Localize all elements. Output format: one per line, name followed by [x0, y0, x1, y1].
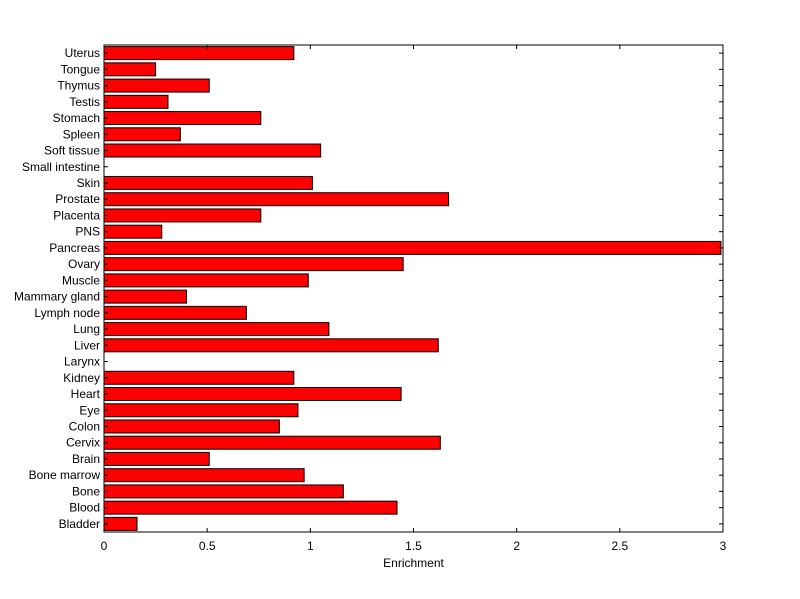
bar-bone	[103, 484, 344, 499]
bar-heart	[103, 387, 402, 402]
y-tick-label-placenta: Placenta	[53, 208, 100, 222]
bar-lung	[103, 322, 330, 337]
y-tick-label-ovary: Ovary	[68, 257, 100, 271]
bar-stomach	[103, 111, 262, 126]
bar-spleen	[103, 127, 181, 142]
y-tick-label-liver: Liver	[74, 338, 100, 352]
y-tick-label-cervix: Cervix	[66, 436, 100, 450]
bar-lymph-node	[103, 305, 247, 320]
bar-brain	[103, 451, 210, 466]
x-tick-label-1-5: 1.5	[405, 539, 422, 553]
x-tick-label-0-5: 0.5	[199, 539, 216, 553]
plot-area-frame	[103, 44, 724, 533]
y-tick-label-brain: Brain	[72, 452, 100, 466]
bar-testis	[103, 94, 169, 109]
y-tick-label-eye: Eye	[79, 403, 100, 417]
bar-colon	[103, 419, 280, 434]
y-tick-label-uterus: Uterus	[65, 46, 100, 60]
bar-ovary	[103, 257, 404, 272]
bar-blood	[103, 500, 398, 515]
x-ticks-group: 0 0.5 1 1.5 2 2.5 3	[101, 45, 727, 553]
y-tick-label-stomach: Stomach	[53, 111, 100, 125]
bar-skin	[103, 175, 313, 190]
bar-mammary-gland	[103, 289, 188, 304]
bar-tongue	[103, 62, 157, 77]
bar-liver	[103, 338, 439, 353]
y-tick-label-colon: Colon	[69, 419, 100, 433]
y-tick-label-larynx: Larynx	[64, 355, 100, 369]
bar-pns	[103, 224, 163, 239]
bar-placenta	[103, 208, 262, 223]
y-tick-label-small-intestine: Small intestine	[22, 160, 100, 174]
bar-muscle	[103, 273, 309, 288]
y-tick-label-lung: Lung	[73, 322, 100, 336]
x-tick-label-2: 2	[513, 539, 520, 553]
bar-bone-marrow	[103, 468, 305, 483]
y-tick-label-testis: Testis	[69, 95, 100, 109]
y-tick-label-bladder: Bladder	[59, 517, 100, 531]
y-tick-label-muscle: Muscle	[62, 273, 100, 287]
x-axis-label: Enrichment	[383, 556, 444, 570]
y-tick-label-spleen: Spleen	[63, 127, 100, 141]
x-tick-label-2-5: 2.5	[611, 539, 628, 553]
y-tick-label-lymph-node: Lymph node	[34, 306, 100, 320]
bar-kidney	[103, 370, 295, 385]
y-tick-label-tongue: Tongue	[61, 62, 101, 76]
y-tick-label-soft-tissue: Soft tissue	[44, 144, 100, 158]
y-tick-label-skin: Skin	[77, 176, 100, 190]
y-tick-label-prostate: Prostate	[55, 192, 100, 206]
bar-pancreas	[103, 240, 722, 255]
bar-soft-tissue	[103, 143, 322, 158]
y-tick-label-bone: Bone	[72, 484, 100, 498]
x-tick-label-0: 0	[101, 539, 108, 553]
y-tick-label-bone-marrow: Bone marrow	[29, 468, 101, 482]
y-tick-label-kidney: Kidney	[63, 371, 100, 385]
y-tick-label-pns: PNS	[75, 225, 100, 239]
bars-group	[103, 46, 722, 531]
y-tick-label-mammary-gland: Mammary gland	[14, 290, 100, 304]
bar-uterus	[103, 46, 295, 61]
bar-thymus	[103, 78, 210, 93]
bar-eye	[103, 403, 299, 418]
bar-cervix	[103, 435, 441, 450]
bar-bladder	[103, 516, 138, 531]
y-tick-label-pancreas: Pancreas	[49, 241, 100, 255]
y-tick-label-blood: Blood	[69, 501, 100, 515]
y-ticks-group: Bladder Blood Bone Bone marrow Brain Cervix Co…	[14, 46, 723, 531]
y-tick-label-thymus: Thymus	[57, 79, 100, 93]
x-tick-label-1: 1	[307, 539, 314, 553]
x-tick-label-3: 3	[720, 539, 727, 553]
y-tick-label-heart: Heart	[71, 387, 101, 401]
bar-prostate	[103, 192, 450, 207]
